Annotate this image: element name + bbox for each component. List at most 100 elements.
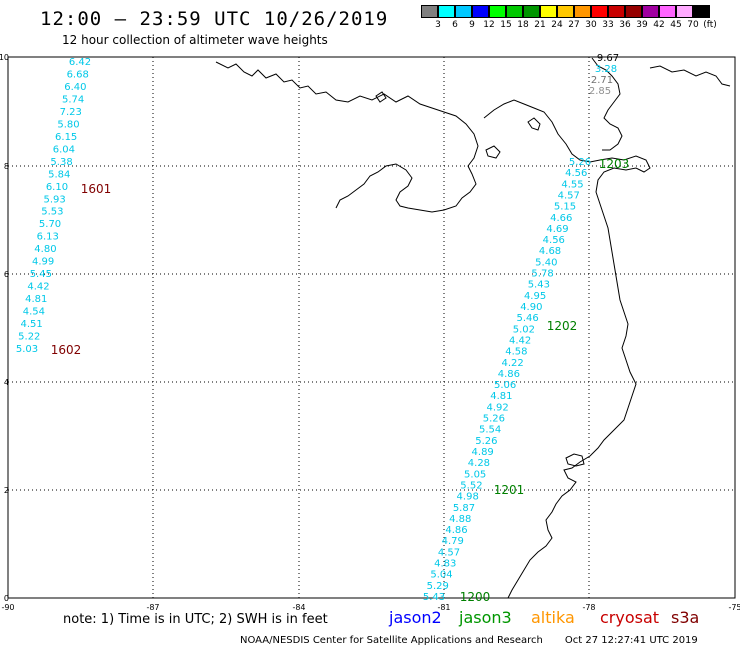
footer-source: NOAA/NESDIS Center for Satellite Applica… <box>240 635 543 646</box>
legend-swatch <box>540 5 557 18</box>
x-axis-tick: -81 <box>437 603 450 612</box>
pass-time-label: 1601 <box>81 182 112 196</box>
axis-labels: -90 -87 -84 -81 -78 -75 0 2 4 6 8 10 <box>0 53 740 612</box>
x-axis-tick: -78 <box>582 603 595 612</box>
legend-swatch <box>608 5 625 18</box>
pass-time-label: 1203 <box>599 157 630 171</box>
coastline <box>215 57 731 599</box>
legend-swatch <box>591 5 608 18</box>
track-value: 4.28 <box>468 458 490 469</box>
legend-swatch <box>489 5 506 18</box>
track-value: 4.95 <box>524 291 546 302</box>
track-value: 4.22 <box>501 358 523 369</box>
track-value: 4.69 <box>546 224 568 235</box>
grid-lines <box>8 57 735 598</box>
track-value: 4.81 <box>490 391 512 402</box>
y-axis-tick: 0 <box>4 594 9 603</box>
top-right-value: 2.85 <box>589 86 611 97</box>
legend-tick: 9 <box>469 20 475 30</box>
track-value: 4.58 <box>505 347 527 358</box>
track-value: 5.06 <box>494 380 516 391</box>
track-value: 5.26 <box>483 414 505 425</box>
footer: NOAA/NESDIS Center for Satellite Applica… <box>240 635 698 646</box>
legend-swatch <box>659 5 676 18</box>
legend-tick: 36 <box>619 20 631 30</box>
x-axis-tick: -87 <box>146 603 159 612</box>
track-value: 6.40 <box>64 82 86 93</box>
y-axis-tick: 10 <box>0 53 9 62</box>
legend-tick: 6 <box>452 20 458 30</box>
top-right-value: 9.67 <box>597 53 619 64</box>
map-title: 12:00 – 23:59 UTC 10/26/2019 <box>40 8 389 30</box>
track-labels: 6.426.68 6.405.74 7.235.80 6.156.04 5.385.84… <box>16 53 629 604</box>
track-value: 4.88 <box>449 514 471 525</box>
track-value: 4.81 <box>25 294 47 305</box>
legend-tick: 3 <box>435 20 441 30</box>
track-value: 4.83 <box>434 559 456 570</box>
legend-tick: 33 <box>602 20 614 30</box>
legend-tick: 15 <box>500 20 512 30</box>
track-value: 4.42 <box>27 282 49 293</box>
satellite-jason2: jason2 <box>389 608 442 627</box>
track-value: 6.42 <box>69 57 91 68</box>
track-value: 5.05 <box>464 469 486 480</box>
track-value: 4.55 <box>561 179 583 190</box>
legend-swatch <box>506 5 523 18</box>
legend-swatch <box>523 5 540 18</box>
track-value: 4.79 <box>442 536 464 547</box>
track-value: 4.98 <box>457 492 479 503</box>
pass-time-label: 1602 <box>51 343 82 357</box>
track-value: 5.87 <box>453 503 475 514</box>
plot-frame <box>7 56 736 599</box>
track-value: 5.43 <box>528 280 550 291</box>
satellite-altika: altika <box>531 608 575 627</box>
track-value: 5.26 <box>475 436 497 447</box>
track-value: 4.56 <box>565 168 587 179</box>
legend-tick: 30 <box>585 20 597 30</box>
track-value: 5.26 <box>569 157 591 168</box>
legend-tick: 12 <box>483 20 495 30</box>
track-value: 5.04 <box>430 570 452 581</box>
track-value: 6.10 <box>46 182 68 193</box>
legend-swatch <box>693 5 710 18</box>
track-value: 6.04 <box>53 144 75 155</box>
y-axis-tick: 4 <box>4 378 9 387</box>
legend-tick: 24 <box>551 20 563 30</box>
pass-time-label: 1202 <box>547 319 578 333</box>
track-value: 5.78 <box>531 269 553 280</box>
footer-timestamp: Oct 27 12:27:41 UTC 2019 <box>564 635 698 646</box>
x-axis-tick: -90 <box>1 603 14 612</box>
track-value: 5.80 <box>57 119 79 130</box>
track-value: 5.43 <box>423 592 445 603</box>
legend-swatch <box>642 5 659 18</box>
track-value: 5.45 <box>30 269 52 280</box>
legend-swatch <box>557 5 574 18</box>
track-value: 4.89 <box>472 447 494 458</box>
satellite-cryosat: cryosat <box>600 608 660 627</box>
y-axis-tick: 6 <box>4 270 9 279</box>
track-value: 5.46 <box>516 313 538 324</box>
track-value: 4.90 <box>520 302 542 313</box>
legend-ticks: 3 6 9 12 15 18 21 24 27 30 33 36 39 42 45 70 (ft) <box>421 18 717 32</box>
legend-swatch <box>625 5 642 18</box>
note-text: note: 1) Time is in UTC; 2) SWH is in fe… <box>63 612 328 627</box>
track-value: 5.38 <box>50 157 72 168</box>
track-value: 5.54 <box>479 425 501 436</box>
track-value: 4.86 <box>445 525 467 536</box>
legend-swatch <box>421 5 438 18</box>
track-value: 6.15 <box>55 132 77 143</box>
track-value: 5.03 <box>16 344 38 355</box>
x-axis-tick: -84 <box>292 603 305 612</box>
track-value: 5.70 <box>39 219 61 230</box>
track-value: 5.29 <box>427 581 449 592</box>
track-value: 4.80 <box>34 244 56 255</box>
legend-tick: 39 <box>636 20 648 30</box>
track-value: 4.57 <box>558 190 580 201</box>
track-value: 4.86 <box>498 369 520 380</box>
legend-tick: 45 <box>670 20 682 30</box>
top-right-value: 2.71 <box>591 75 613 86</box>
map-subtitle: 12 hour collection of altimeter wave hei… <box>62 33 328 47</box>
top-right-value: 3.28 <box>595 64 617 75</box>
track-value: 7.23 <box>60 107 82 118</box>
legend-tick: 70 <box>687 20 699 30</box>
